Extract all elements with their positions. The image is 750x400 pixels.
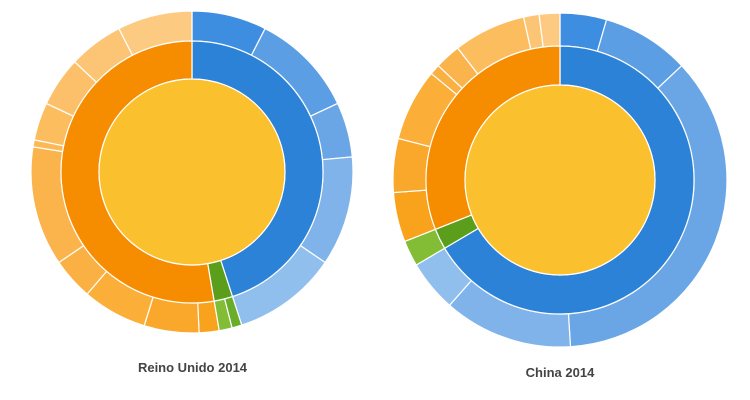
center-circle [98,78,286,266]
chart-panel-cn: China 2014 [380,0,740,400]
chart-caption-uk: Reino Unido 2014 [137,360,248,375]
center-circle [464,84,656,276]
sunburst-chart-cn [392,12,728,348]
chart-panel-uk: Reino Unido 2014 [20,0,365,400]
chart-caption-cn: China 2014 [525,365,595,380]
sunburst-chart-uk [30,10,354,334]
outer-ring-segment-13 [538,12,561,48]
outer-ring-segment-7 [392,137,431,194]
